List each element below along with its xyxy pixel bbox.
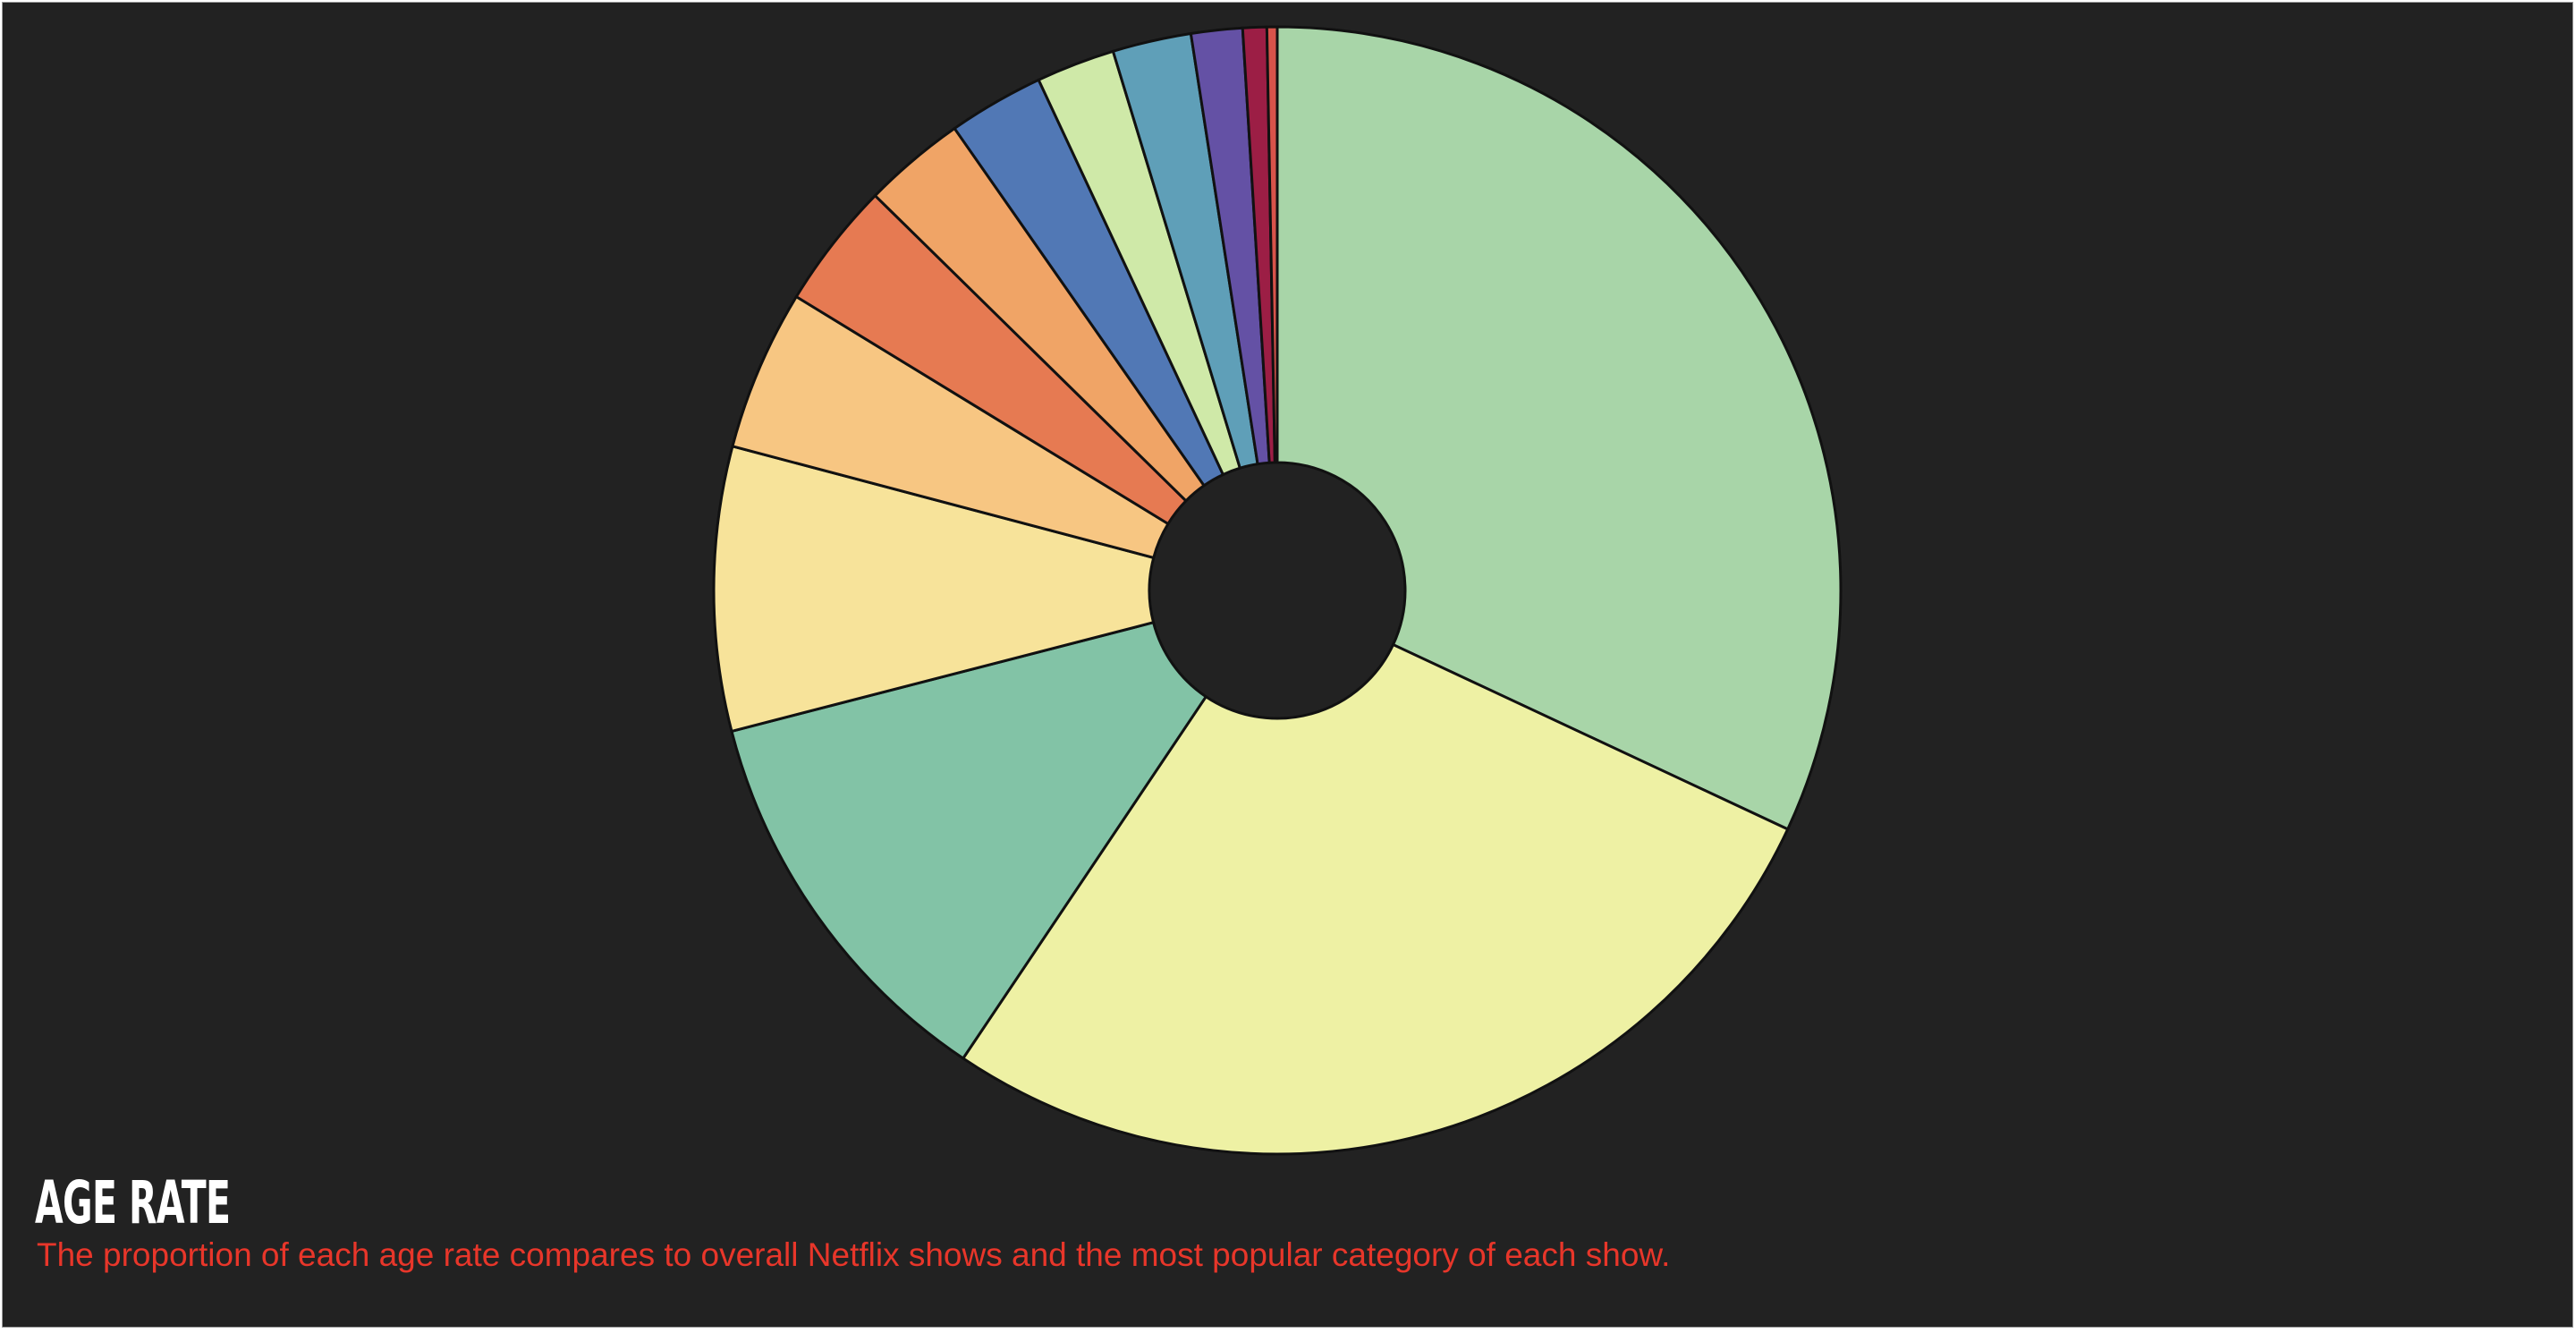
pie-slices [712, 25, 1843, 1156]
chart-subtitle: The proportion of each age rate compares… [37, 1236, 1671, 1273]
chart-title: AGE RATE [35, 1168, 231, 1237]
pie-slice-3 [730, 621, 1208, 1060]
donut-chart [712, 25, 1843, 1156]
pie-slice-2 [962, 643, 1790, 1156]
pie-slice-4 [712, 445, 1156, 733]
pie-slice-13 [1265, 25, 1279, 464]
pie-slice-1 [1275, 25, 1843, 831]
